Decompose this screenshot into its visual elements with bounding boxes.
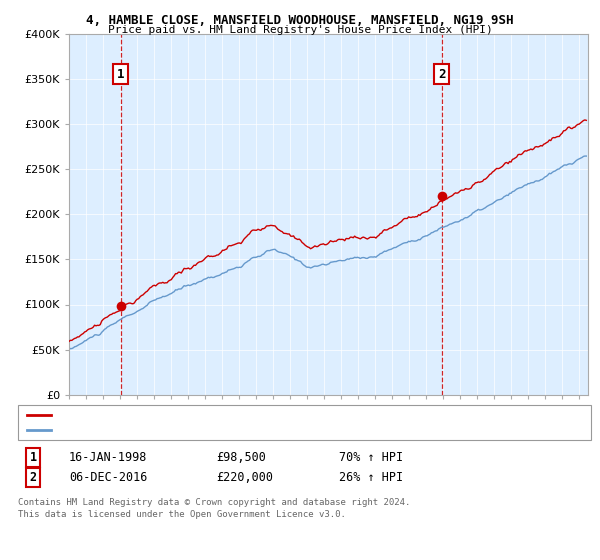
Text: £98,500: £98,500	[216, 451, 266, 464]
Text: 16-JAN-1998: 16-JAN-1998	[69, 451, 148, 464]
Text: 2: 2	[438, 68, 446, 81]
Text: 1: 1	[117, 68, 124, 81]
Text: 4, HAMBLE CLOSE, MANSFIELD WOODHOUSE, MANSFIELD, NG19 9SH (detached house): 4, HAMBLE CLOSE, MANSFIELD WOODHOUSE, MA…	[55, 409, 518, 419]
Text: HPI: Average price, detached house, Mansfield: HPI: Average price, detached house, Mans…	[55, 425, 337, 435]
Text: 2: 2	[29, 470, 37, 484]
Text: £220,000: £220,000	[216, 470, 273, 484]
Text: 4, HAMBLE CLOSE, MANSFIELD WOODHOUSE, MANSFIELD, NG19 9SH: 4, HAMBLE CLOSE, MANSFIELD WOODHOUSE, MA…	[86, 14, 514, 27]
Text: 70% ↑ HPI: 70% ↑ HPI	[339, 451, 403, 464]
Text: Price paid vs. HM Land Registry's House Price Index (HPI): Price paid vs. HM Land Registry's House …	[107, 25, 493, 35]
Text: Contains HM Land Registry data © Crown copyright and database right 2024.: Contains HM Land Registry data © Crown c…	[18, 498, 410, 507]
Text: 1: 1	[29, 451, 37, 464]
Text: 26% ↑ HPI: 26% ↑ HPI	[339, 470, 403, 484]
Text: 06-DEC-2016: 06-DEC-2016	[69, 470, 148, 484]
Text: This data is licensed under the Open Government Licence v3.0.: This data is licensed under the Open Gov…	[18, 510, 346, 519]
